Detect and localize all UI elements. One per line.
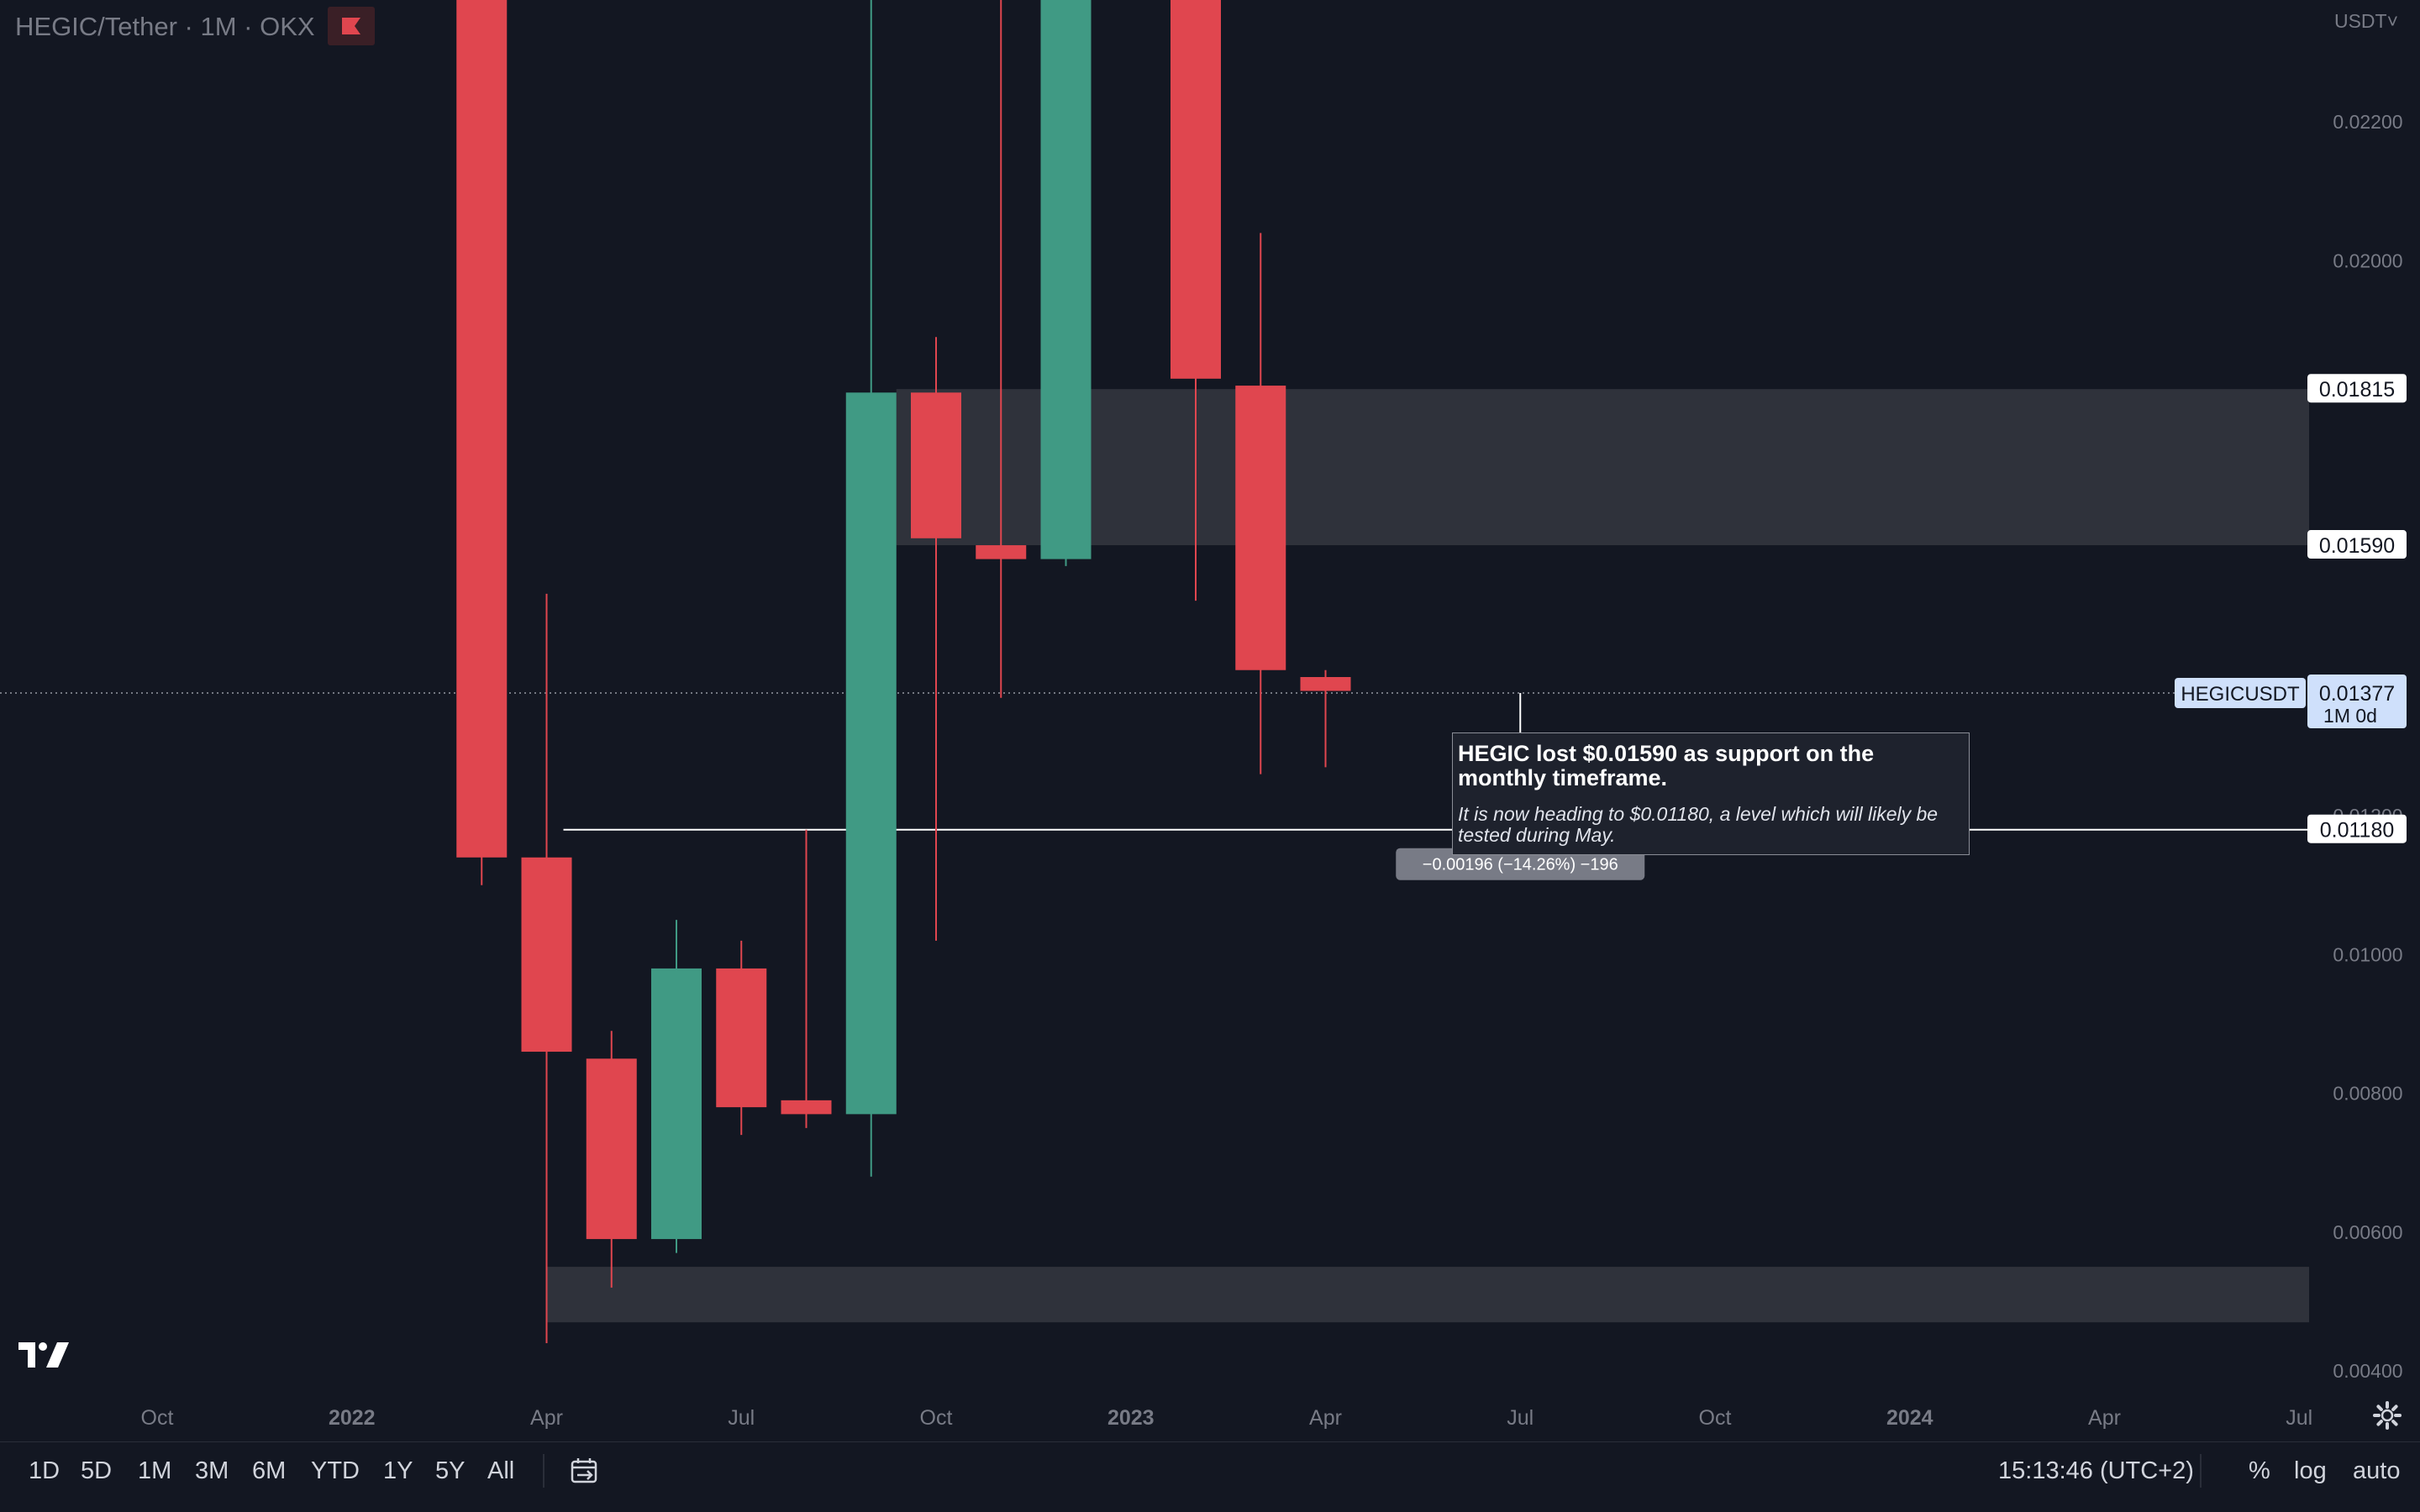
candle[interactable] — [716, 968, 767, 1108]
candle[interactable] — [1040, 0, 1092, 559]
range-5y-button[interactable]: 5Y — [435, 1457, 466, 1484]
bar-countdown-label: 1M 0d — [2323, 705, 2377, 727]
annotation-body: It is now heading to $0.01180, a level w… — [1458, 803, 1939, 846]
current-price-label: 0.01377 — [2319, 682, 2395, 706]
level-price-tag[interactable] — [2307, 374, 2407, 403]
range-1d-button[interactable]: 1D — [29, 1457, 60, 1484]
range-1y-button[interactable]: 1Y — [383, 1457, 413, 1484]
y-axis-tick-label: 0.02000 — [2333, 249, 2402, 271]
candle[interactable] — [456, 0, 508, 858]
level-price-label: 0.01590 — [2319, 534, 2395, 558]
settings-gear-icon[interactable] — [2373, 1401, 2402, 1430]
currency-dropdown[interactable]: USDT˅ — [2333, 10, 2398, 32]
price-chart[interactable]: −0.00196 (−14.26%) −196 0.00400 0.00600 0.0… — [0, 0, 2420, 1441]
support-zone[interactable] — [896, 389, 2309, 546]
x-axis-tick-label: Jul — [1507, 1406, 1534, 1430]
range-ytd-button[interactable]: YTD — [311, 1457, 360, 1484]
x-axis-tick-label: 2024 — [1886, 1406, 1933, 1430]
current-price-tag[interactable] — [2307, 674, 2407, 728]
level-price-tag[interactable] — [2307, 530, 2407, 559]
x-axis-tick-label: Jul — [728, 1406, 755, 1430]
candle[interactable] — [845, 392, 897, 1115]
candle[interactable] — [1235, 386, 1286, 670]
y-axis-tick-label: 0.00400 — [2333, 1360, 2402, 1382]
annotation-callout[interactable]: HEGIC lost $0.01590 as support on the mo… — [1452, 732, 1970, 855]
bottom-toolbar: 1D 5D 1M 3M 6M YTD 1Y 5Y All 15:13:46 (U… — [0, 1441, 2420, 1503]
level-price-label: 0.01180 — [2320, 819, 2395, 843]
y-axis-tick-label: 0.00600 — [2333, 1221, 2402, 1243]
x-axis-tick-label: 2023 — [1107, 1406, 1155, 1430]
y-axis-tick-label: 0.00800 — [2333, 1083, 2402, 1105]
x-axis-tick-label: Apr — [2088, 1406, 2121, 1430]
x-axis-tick-label: Oct — [141, 1406, 174, 1430]
candle[interactable] — [911, 392, 961, 538]
x-axis-tick-label: Apr — [1309, 1406, 1342, 1430]
x-axis-tick-label: Jul — [2286, 1406, 2312, 1430]
range-1m-button[interactable]: 1M — [138, 1457, 172, 1484]
clock-timezone[interactable]: 15:13:46 (UTC+2) — [1998, 1457, 2194, 1484]
level-price-label: 0.01815 — [2319, 378, 2395, 402]
tradingview-logo-icon[interactable] — [18, 1341, 71, 1373]
annotation-title: HEGIC lost $0.01590 as support on the mo… — [1458, 741, 1875, 790]
y-axis-tick-label: 0.02200 — [2333, 111, 2402, 133]
x-axis-tick-label: Apr — [530, 1406, 563, 1430]
y-axis-tick-label: 0.01000 — [2333, 943, 2402, 965]
x-axis-tick-label: 2022 — [329, 1406, 376, 1430]
candle[interactable] — [976, 545, 1027, 559]
candle[interactable] — [1171, 0, 1221, 379]
symbol-tag-label: HEGICUSDT — [2181, 683, 2300, 706]
candle[interactable] — [1300, 677, 1351, 691]
symbol-title[interactable]: HEGIC/Tether · 1M · OKX — [15, 12, 315, 41]
percent-toggle[interactable]: % — [2249, 1457, 2270, 1484]
candle[interactable] — [651, 968, 702, 1240]
range-all-button[interactable]: All — [487, 1457, 515, 1484]
toolbar-divider — [543, 1454, 544, 1488]
x-axis-tick-label: Oct — [1699, 1406, 1732, 1430]
log-toggle[interactable]: log — [2294, 1457, 2327, 1484]
range-6m-button[interactable]: 6M — [252, 1457, 287, 1484]
level-price-tag[interactable] — [2307, 814, 2407, 843]
x-axis-tick-label: Oct — [920, 1406, 953, 1430]
measure-label-box[interactable] — [1396, 848, 1645, 880]
toolbar-divider — [2200, 1454, 2202, 1488]
symbol-tag[interactable] — [2175, 677, 2306, 708]
range-3m-button[interactable]: 3M — [195, 1457, 229, 1484]
auto-toggle[interactable]: auto — [2353, 1457, 2401, 1484]
range-5d-button[interactable]: 5D — [81, 1457, 113, 1484]
support-zone[interactable] — [546, 1267, 2310, 1323]
candle[interactable] — [586, 1058, 637, 1240]
calendar-goto-icon[interactable] — [570, 1456, 600, 1490]
measure-label: −0.00196 (−14.26%) −196 — [1423, 856, 1618, 874]
flag-icon[interactable] — [328, 7, 375, 45]
candle[interactable] — [521, 857, 572, 1053]
candle[interactable] — [781, 1100, 832, 1115]
